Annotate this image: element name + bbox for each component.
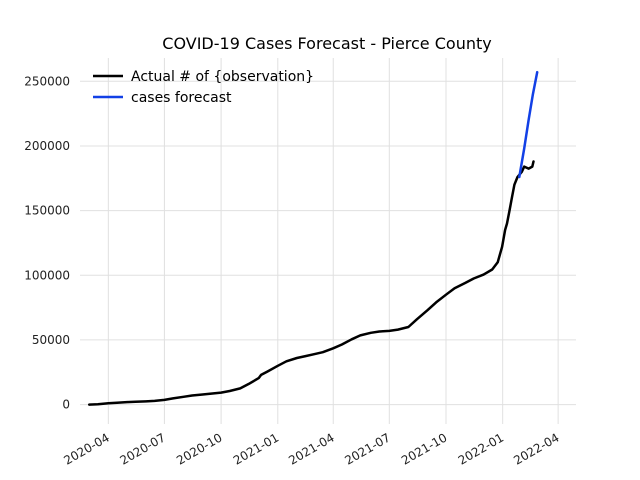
legend: Actual # of {observation} cases forecast xyxy=(93,69,314,106)
x-tick-label: 2020-04 xyxy=(61,430,111,467)
y-tick-label: 250000 xyxy=(24,74,70,88)
x-tick-label: 2021-01 xyxy=(231,430,281,467)
x-tick-label: 2022-04 xyxy=(511,430,561,467)
x-tick-label: 2021-04 xyxy=(286,430,336,467)
chart-title: COVID-19 Cases Forecast - Pierce County xyxy=(162,34,491,53)
y-tick-label: 200000 xyxy=(24,139,70,153)
x-tick-label: 2020-10 xyxy=(174,430,224,467)
y-tick-label: 150000 xyxy=(24,204,70,218)
x-tick-label: 2020-07 xyxy=(117,430,167,467)
grid-layer xyxy=(80,58,576,424)
y-tick-label: 100000 xyxy=(24,268,70,282)
y-tick-label: 0 xyxy=(62,398,70,412)
legend-label-actual: Actual # of {observation} xyxy=(131,69,314,85)
x-tick-label: 2021-10 xyxy=(399,430,449,467)
y-tick-label: 50000 xyxy=(32,333,70,347)
series-layer xyxy=(87,70,539,406)
series-line-actual xyxy=(87,160,535,406)
x-tick-label: 2021-07 xyxy=(342,430,392,467)
series-line-forecast xyxy=(518,70,539,179)
x-tick-label: 2022-01 xyxy=(456,430,506,467)
legend-label-forecast: cases forecast xyxy=(131,90,232,106)
